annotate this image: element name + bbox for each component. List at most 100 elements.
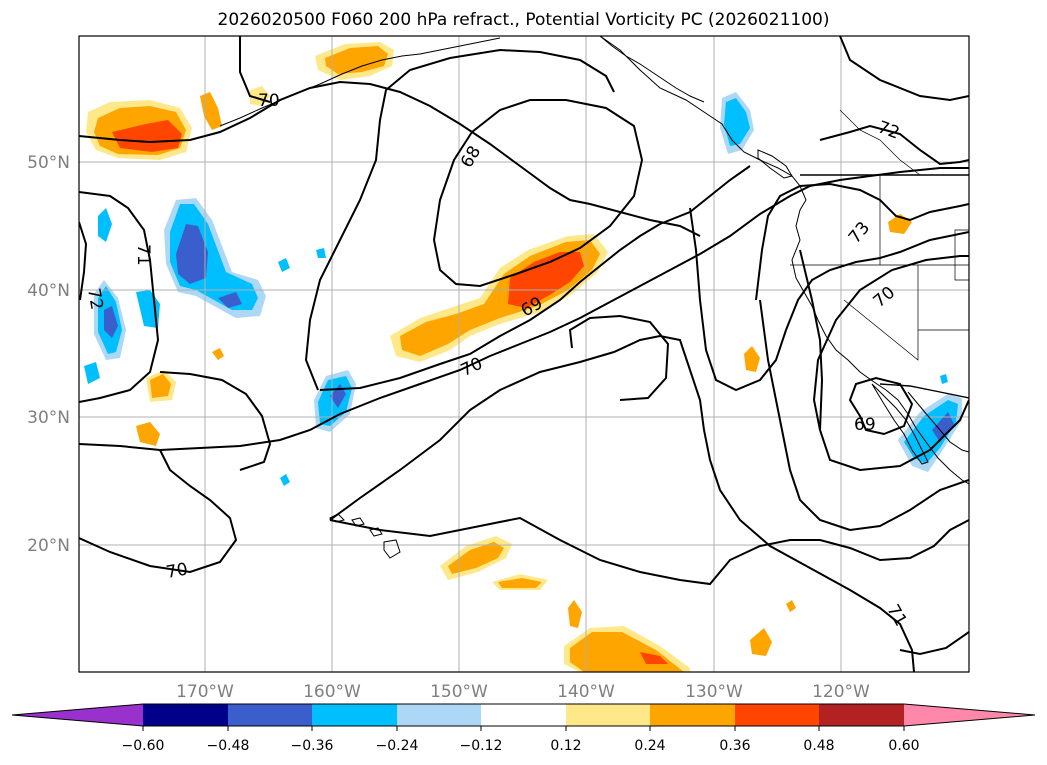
pv-negative-blob [98, 208, 112, 242]
colorbar-extend-high [904, 704, 1035, 726]
pv-negative-core [176, 224, 208, 284]
contour-line [819, 124, 969, 166]
contour-line [755, 182, 969, 301]
contour-label: 72 [83, 287, 106, 312]
colorbar-tick-label: 0.36 [719, 738, 750, 754]
colorbar: −0.60 −0.48 −0.36 −0.24 −0.12 0.12 0.24 … [11, 703, 1036, 754]
lon-label: 120°W [812, 682, 870, 702]
contour-line [159, 371, 272, 471]
colorbar-segment [228, 704, 312, 726]
map-title: 2026020500 F060 200 hPa refract., Potent… [217, 10, 830, 30]
mexico-border [879, 383, 969, 399]
lat-label: 20°N [27, 536, 70, 556]
colorbar-tick-label: −0.12 [460, 738, 503, 754]
pv-positive-blob [568, 600, 582, 628]
lat-label: 50°N [27, 153, 70, 173]
contour-line [319, 165, 751, 391]
contour-line [79, 221, 88, 301]
colorbar-tick-label: 0.12 [550, 738, 581, 754]
lat-label: 30°N [27, 408, 70, 428]
north-america-coast [599, 36, 969, 485]
latitude-labels: 50°N 40°N 30°N 20°N [27, 153, 70, 556]
contour-line [759, 299, 969, 532]
refractivity-contours [79, 36, 969, 672]
pv-positive-core [112, 120, 182, 152]
pv-negative-blob [316, 248, 326, 258]
contour-label: 71 [133, 244, 153, 266]
alaska-coast [599, 36, 705, 103]
lon-label: 160°W [303, 682, 361, 702]
lat-label: 40°N [27, 281, 70, 301]
longitude-labels: 170°W 160°W 150°W 140°W 130°W 120°W [176, 682, 870, 702]
pv-negative-core [104, 306, 118, 338]
lon-label: 170°W [176, 682, 234, 702]
coastlines [219, 36, 969, 485]
pv-positive-blob [325, 46, 388, 74]
contour-label: 70 [258, 91, 280, 111]
lon-label: 130°W [685, 682, 743, 702]
contour-line [432, 99, 644, 288]
baja-california [871, 383, 929, 465]
colorbar-segment [481, 704, 566, 726]
colorbar-ticks [142, 726, 905, 731]
pv-positive-blob [136, 422, 160, 446]
contour-line [812, 255, 969, 431]
contour-line [839, 36, 969, 102]
contour-line [689, 207, 969, 392]
colorbar-extend-low [12, 704, 143, 726]
lon-label: 140°W [557, 682, 615, 702]
contour-line [568, 314, 670, 401]
colorbar-tick-label: −0.60 [122, 738, 165, 754]
colorbar-segment [397, 704, 481, 726]
colorbar-segment [735, 704, 819, 726]
pv-positive-core [508, 252, 584, 308]
pv-negative-blob [940, 374, 948, 384]
contour-line [239, 36, 271, 103]
contour-line [848, 376, 914, 436]
canada-internal [839, 109, 921, 176]
pv-negative-blob [84, 362, 100, 384]
pv-positive-blob [744, 346, 760, 372]
pv-negative-core [932, 412, 954, 442]
contour-line [329, 516, 969, 586]
vancouver-island [757, 149, 793, 179]
colorbar-tick-label: −0.24 [376, 738, 419, 754]
aleutian-coast [219, 37, 501, 127]
pv-positive-blob [448, 542, 504, 574]
state-borders [790, 175, 969, 361]
pv-negative-core [330, 384, 346, 408]
pv-negative-blob [724, 98, 750, 146]
contour-line [79, 167, 969, 452]
pv-positive-blob [498, 578, 542, 588]
gulf-of-california-coast [907, 391, 969, 453]
colorbar-tick-label: 0.24 [634, 738, 665, 754]
map-plot-area: 70 68 71 72 69 70 72 73 70 69 70 71 [79, 36, 969, 672]
contour-line [899, 631, 969, 656]
contour-line [304, 48, 615, 391]
pv-positive-blob [150, 374, 171, 398]
colorbar-tick-label: −0.48 [207, 738, 250, 754]
contour-label: 69 [854, 415, 876, 435]
pv-positive-blob [750, 628, 772, 656]
plot-frame [78, 35, 970, 673]
pv-positive-blob [786, 600, 796, 612]
contour-line [79, 80, 701, 237]
colorbar-segment [312, 704, 397, 726]
colorbar-segment [650, 704, 735, 726]
pv-positive-core [640, 652, 668, 664]
colorbar-tick-label: −0.36 [291, 738, 334, 754]
colorbar-segment [143, 704, 228, 726]
pv-negative-blob [278, 258, 290, 272]
colorbar-segment [566, 704, 650, 726]
colorbar-segment [819, 704, 904, 726]
colorbar-tick-label: 0.48 [803, 738, 834, 754]
contour-label: 70 [165, 559, 190, 582]
colorbar-tick-labels: −0.60 −0.48 −0.36 −0.24 −0.12 0.12 0.24 … [122, 738, 920, 754]
pv-positive-blob [212, 348, 224, 360]
lon-label: 150°W [430, 682, 488, 702]
contour-line [799, 249, 969, 472]
pv-negative-blob [280, 474, 290, 486]
colorbar-tick-label: 0.60 [888, 738, 919, 754]
pv-negative-core [218, 292, 242, 308]
contour-line [329, 334, 915, 672]
